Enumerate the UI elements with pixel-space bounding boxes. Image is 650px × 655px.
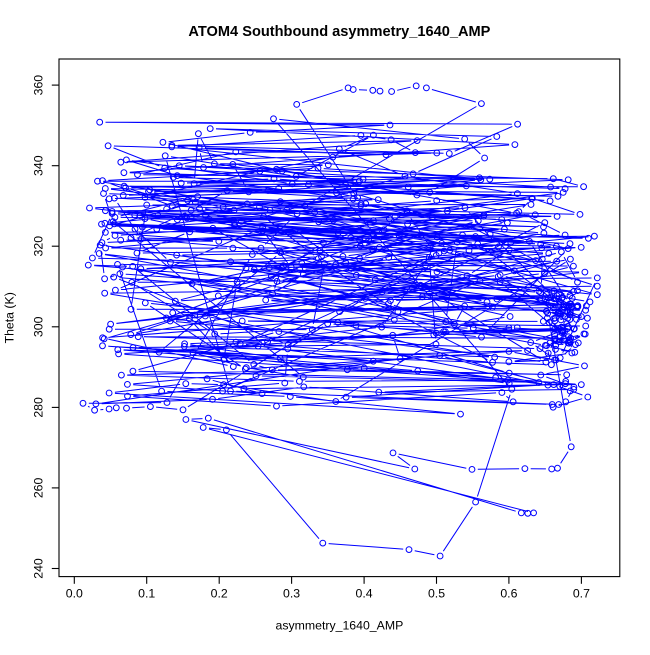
svg-text:0.0: 0.0 — [66, 587, 83, 601]
svg-text:0.5: 0.5 — [428, 587, 445, 601]
svg-text:asymmetry_1640_AMP: asymmetry_1640_AMP — [275, 619, 403, 633]
svg-text:0.4: 0.4 — [356, 587, 373, 601]
svg-text:0.6: 0.6 — [500, 587, 517, 601]
svg-text:320: 320 — [31, 236, 45, 257]
svg-text:360: 360 — [31, 75, 45, 96]
svg-text:240: 240 — [31, 558, 45, 579]
svg-text:340: 340 — [31, 155, 45, 176]
svg-text:0.7: 0.7 — [573, 587, 590, 601]
svg-text:ATOM4 Southbound asymmetry_164: ATOM4 Southbound asymmetry_1640_AMP — [188, 24, 490, 40]
svg-text:280: 280 — [31, 397, 45, 418]
svg-text:300: 300 — [31, 316, 45, 337]
svg-text:0.1: 0.1 — [138, 587, 155, 601]
svg-text:0.3: 0.3 — [283, 587, 300, 601]
svg-text:260: 260 — [31, 477, 45, 498]
svg-text:0.2: 0.2 — [211, 587, 228, 601]
svg-text:Theta (K): Theta (K) — [3, 292, 17, 343]
